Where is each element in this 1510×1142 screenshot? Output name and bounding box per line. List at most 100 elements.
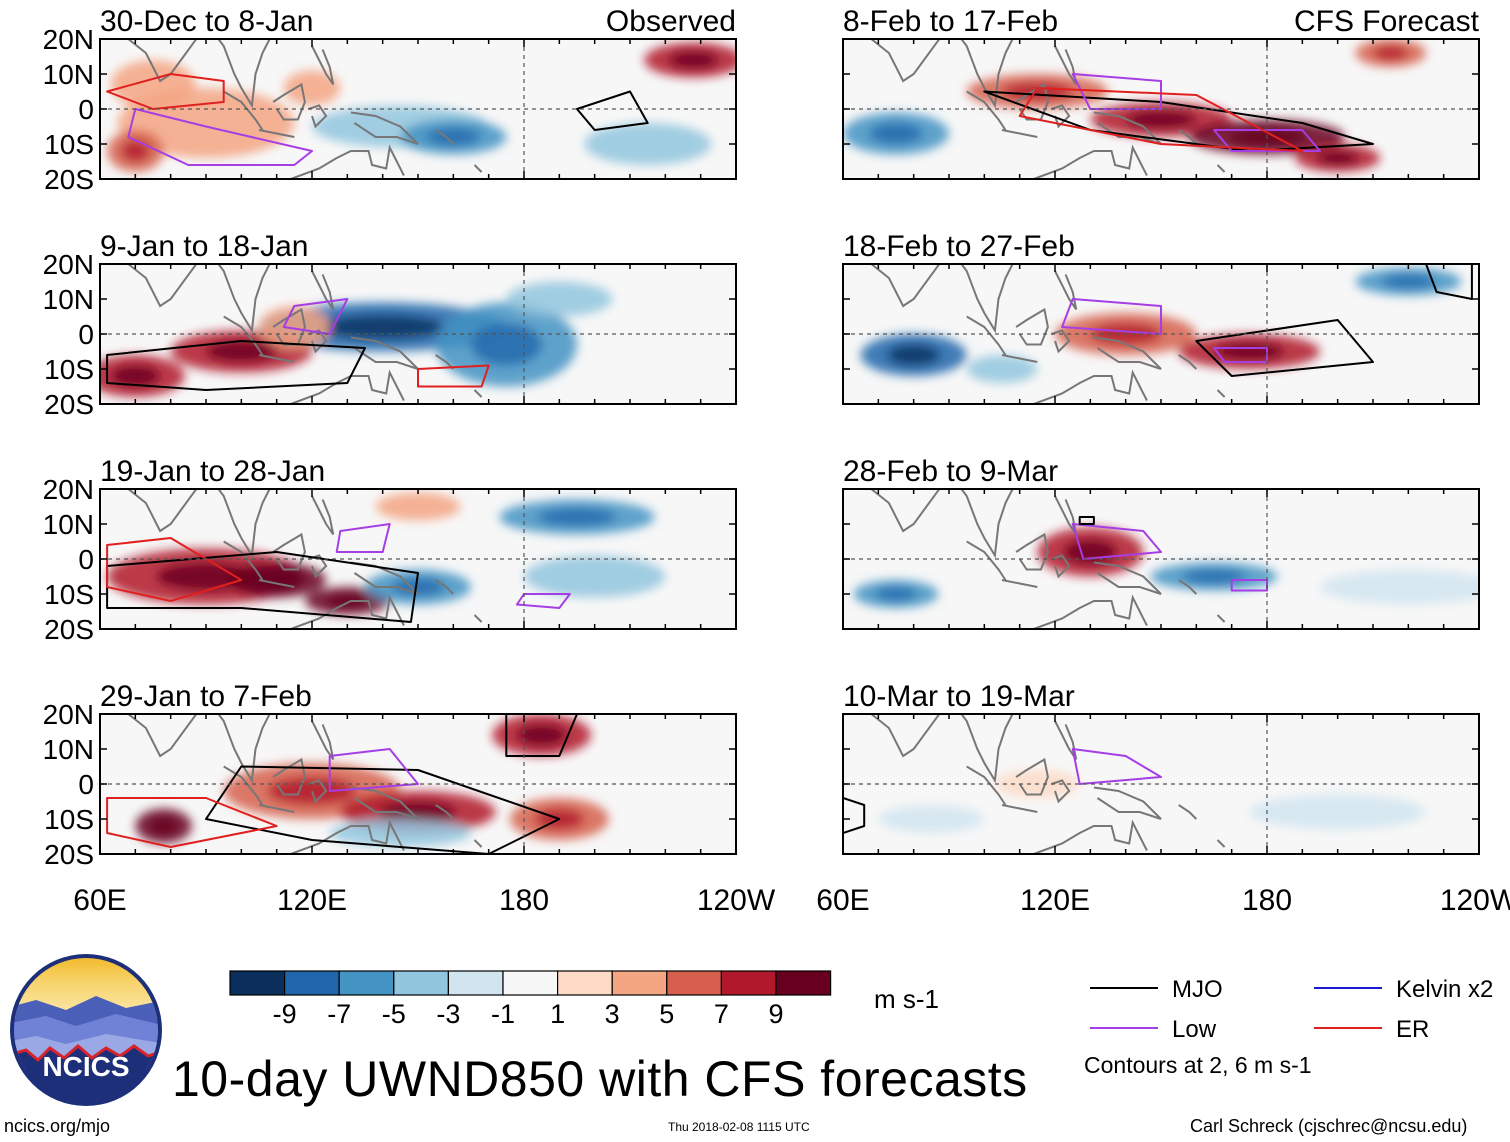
anomaly-core [206, 341, 277, 362]
coastline [1033, 144, 1148, 179]
anomaly-core [1063, 539, 1117, 565]
coastline [1054, 45, 1078, 86]
x-tick-label: 180 [1242, 884, 1292, 917]
contour-line [417, 364, 490, 388]
contour-line [127, 108, 313, 166]
coastline [1178, 129, 1198, 145]
coastline [127, 714, 271, 784]
map-panel: 20N 10N 0 10S 20S 29-Jan to 7-Feb [43, 680, 737, 870]
anomaly-area [524, 555, 666, 598]
colorbar-tick-label: -1 [491, 999, 515, 1029]
coastline [1033, 369, 1148, 404]
coastline [435, 804, 455, 820]
contour-line [335, 523, 391, 553]
anomaly-area [259, 306, 330, 348]
anomaly-area [506, 281, 613, 317]
anomaly-area [283, 70, 341, 106]
y-tick-label: 10N [43, 734, 94, 765]
coastline [1054, 270, 1078, 311]
coastline [1001, 129, 1038, 138]
colorbar-swatch [556, 970, 613, 996]
colorbar-swatch [393, 970, 449, 996]
anomaly-area [375, 492, 461, 521]
y-tick-label: 20N [43, 699, 94, 730]
coastline [272, 82, 306, 121]
contour-line [106, 537, 243, 602]
colorbar-swatch [666, 970, 722, 996]
colorbar-tick-label: 9 [768, 999, 783, 1029]
coastline [1216, 614, 1226, 623]
panel-period-label: 30-Dec to 8-Jan [100, 5, 313, 38]
anomaly-core [668, 51, 719, 69]
coastline [1054, 495, 1078, 536]
y-tick-label: 10S [44, 354, 94, 385]
contour-line [1078, 516, 1095, 525]
panel-period-label: 18-Feb to 27-Feb [843, 230, 1075, 263]
coastline [272, 532, 306, 571]
y-tick-label: 10N [43, 284, 94, 315]
footer-url[interactable]: ncics.org/mjo [4, 1116, 111, 1136]
x-tick-label: 180 [499, 884, 549, 917]
map-panel: 18-Feb to 27-Feb [842, 230, 1480, 405]
coastline [1015, 757, 1049, 796]
anomaly-area [1249, 794, 1426, 830]
colorbar-swatch [447, 970, 504, 996]
coastline [1033, 594, 1148, 629]
coastline [1051, 329, 1071, 354]
anomaly-core [869, 123, 923, 144]
coastline [127, 264, 271, 334]
coastline [1054, 720, 1078, 761]
coastline [1178, 354, 1198, 370]
anomaly-core [326, 594, 369, 608]
coastline [308, 779, 328, 804]
legend-label: Low [1172, 1016, 1217, 1043]
map-panel: 20N 10N 0 10S 20S 9-Jan to 18-Jan [43, 230, 737, 420]
contour-line [1071, 748, 1162, 785]
column-header: Observed [606, 5, 736, 38]
colorbar-swatch [775, 970, 832, 996]
y-tick-label: 20N [43, 474, 94, 505]
coastline [966, 315, 1007, 356]
column-header: CFS Forecast [1294, 5, 1480, 38]
coastline [308, 104, 328, 129]
anomaly-core [1214, 342, 1285, 361]
coastline [870, 714, 1014, 784]
anomaly-area [1320, 569, 1479, 605]
coastline [290, 369, 405, 404]
contour-line [1018, 87, 1304, 152]
coastline [290, 819, 405, 854]
coastline [1015, 307, 1049, 346]
coastline [1216, 164, 1226, 173]
y-tick-label: 0 [78, 319, 94, 350]
coastline [311, 720, 335, 761]
y-tick-label: 10S [44, 804, 94, 835]
contour-line [1061, 298, 1162, 335]
logo-text: NCICS [42, 1051, 129, 1082]
x-tick-label: 60E [73, 884, 126, 917]
contour-line [1071, 523, 1162, 560]
coastline [473, 839, 483, 848]
anomaly-core [1002, 82, 1073, 101]
coastline [223, 540, 264, 581]
coastline [1216, 389, 1226, 398]
coastline [1178, 579, 1198, 595]
coastline [1093, 561, 1162, 595]
ncics-logo: NCICS [10, 954, 162, 1106]
contour-line [205, 765, 561, 854]
coastline [223, 315, 264, 356]
contour-line [282, 298, 349, 335]
legend-label: ER [1396, 1016, 1429, 1043]
coastline [1001, 579, 1038, 588]
y-tick-label: 10S [44, 579, 94, 610]
coastline [311, 270, 335, 311]
coastline [870, 489, 1014, 559]
y-tick-label: 0 [78, 94, 94, 125]
y-tick-label: 20S [44, 389, 94, 420]
anomaly-area [584, 123, 712, 165]
coastline [1015, 532, 1049, 571]
colorbar-swatch [284, 970, 340, 996]
coastline [966, 540, 1007, 581]
x-tick-label: 60E [816, 884, 869, 917]
contour-line [1071, 73, 1162, 110]
anomaly-core [1316, 151, 1359, 165]
